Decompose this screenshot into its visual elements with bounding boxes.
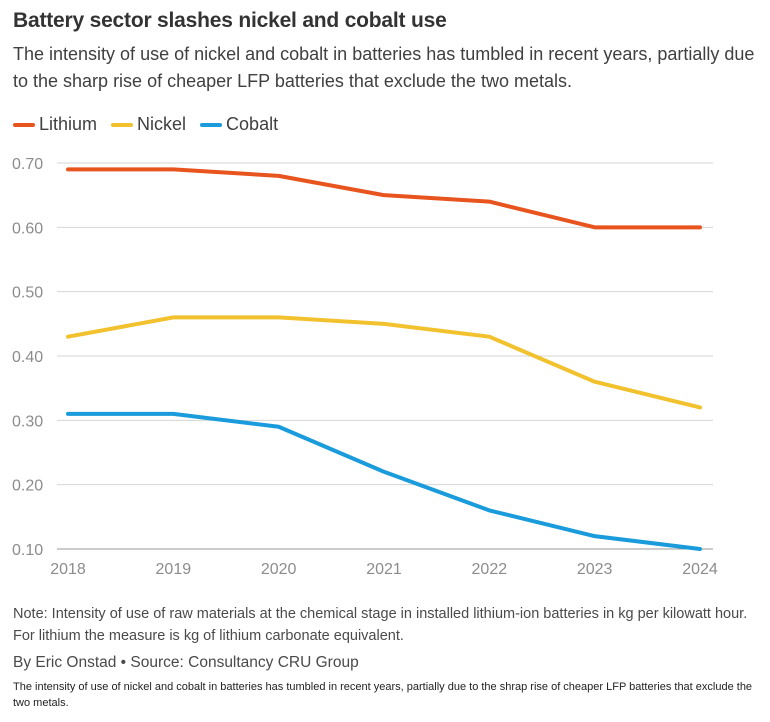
y-tick-label: 0.40 [12,349,43,366]
legend-item-nickel: Nickel [111,114,186,135]
y-tick-label: 0.20 [12,478,43,495]
y-tick-label: 0.70 [12,156,43,173]
legend-item-lithium: Lithium [13,114,97,135]
x-tick-label: 2022 [472,561,508,578]
legend-label-nickel: Nickel [137,114,187,134]
byline: By Eric Onstad • Source: Consultancy CRU… [13,654,359,671]
legend-swatch-cobalt [200,122,223,127]
legend-swatch-nickel [111,122,134,127]
series-line-nickel [66,315,702,410]
caption: The intensity of use of nickel and cobal… [13,681,753,709]
y-tick-label: 0.60 [12,220,43,237]
x-tick-label: 2021 [366,561,402,578]
legend-label-lithium: Lithium [39,114,98,134]
line-chart: 0.70 0.60 0.50 0.40 0.30 0.20 0.10 2018 2019 2020… [12,156,718,578]
series-line-lithium [66,167,702,230]
legend: Lithium Nickel Cobalt [13,114,292,135]
legend-label-cobalt: Cobalt [226,114,279,134]
y-tick-label: 0.30 [12,413,43,430]
x-tick-label: 2023 [577,561,613,578]
chart-title: Battery sector slashes nickel and cobalt… [13,9,447,32]
x-tick-label: 2018 [50,561,86,578]
x-tick-label: 2024 [682,561,718,578]
chart-subtitle: The intensity of use of nickel and cobal… [13,44,755,91]
x-tick-label: 2020 [261,561,297,578]
y-tick-label: 0.50 [12,285,43,302]
series-line-cobalt [66,411,702,551]
y-tick-label: 0.10 [12,542,43,559]
legend-item-cobalt: Cobalt [200,114,278,135]
footnote: Note: Intensity of use of raw materials … [13,606,748,644]
x-tick-label: 2019 [156,561,192,578]
legend-swatch-lithium [13,122,35,127]
